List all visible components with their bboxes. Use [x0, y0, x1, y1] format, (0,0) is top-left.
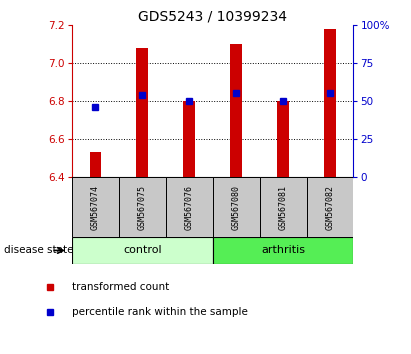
- Bar: [72, 177, 119, 237]
- Bar: [119, 177, 166, 237]
- Bar: [307, 177, 353, 237]
- Bar: [213, 177, 260, 237]
- Text: GSM567074: GSM567074: [91, 184, 100, 230]
- Text: arthritis: arthritis: [261, 245, 305, 256]
- Bar: [90, 152, 101, 177]
- Bar: [260, 177, 307, 237]
- Text: transformed count: transformed count: [72, 282, 170, 292]
- Title: GDS5243 / 10399234: GDS5243 / 10399234: [138, 10, 287, 24]
- Text: GSM567081: GSM567081: [279, 184, 288, 230]
- Text: GSM567082: GSM567082: [326, 184, 335, 230]
- Text: control: control: [123, 245, 162, 256]
- Bar: [230, 44, 242, 177]
- Bar: [183, 101, 195, 177]
- Bar: [213, 237, 353, 264]
- Text: GSM567075: GSM567075: [138, 184, 147, 230]
- Bar: [166, 177, 213, 237]
- Text: percentile rank within the sample: percentile rank within the sample: [72, 307, 248, 316]
- Text: GSM567076: GSM567076: [185, 184, 194, 230]
- Text: GSM567080: GSM567080: [232, 184, 241, 230]
- Bar: [277, 101, 289, 177]
- Bar: [136, 47, 148, 177]
- Bar: [324, 29, 336, 177]
- Text: disease state: disease state: [4, 245, 74, 256]
- Bar: [72, 237, 213, 264]
